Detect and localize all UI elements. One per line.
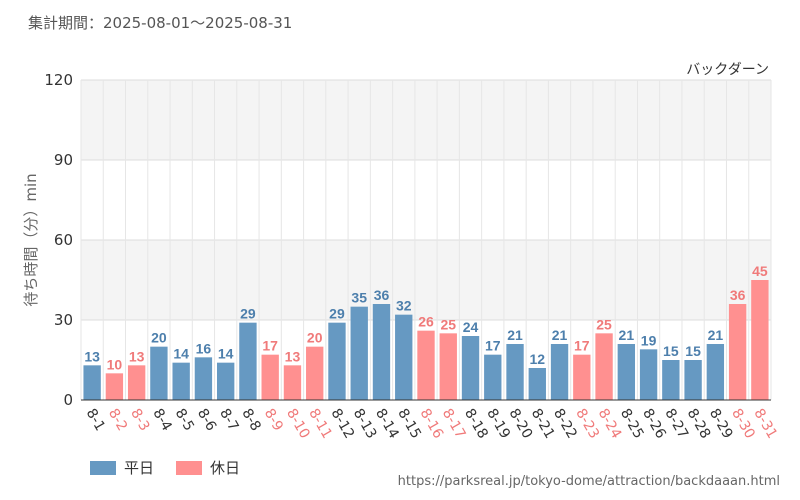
value-label-8-21: 12 bbox=[530, 351, 546, 367]
bar-8-6 bbox=[194, 357, 213, 400]
value-label-8-20: 21 bbox=[507, 327, 523, 343]
x-tick-label-8-1: 8-1 bbox=[83, 406, 108, 434]
value-label-8-11: 20 bbox=[307, 330, 323, 346]
bar-8-28 bbox=[684, 360, 702, 400]
legend-item-weekday: 平日 bbox=[90, 457, 154, 478]
value-label-8-28: 15 bbox=[685, 343, 701, 359]
bar-8-15 bbox=[395, 314, 413, 400]
source-url[interactable]: https://parksreal.jp/tokyo-dome/attracti… bbox=[397, 474, 780, 489]
value-label-8-23: 17 bbox=[574, 338, 590, 354]
bar-8-26 bbox=[639, 349, 658, 400]
value-label-8-13: 35 bbox=[351, 290, 367, 306]
value-label-8-8: 29 bbox=[240, 306, 256, 322]
legend-label-holiday: 休日 bbox=[210, 459, 241, 477]
y-tick-label: 60 bbox=[54, 231, 73, 249]
value-label-8-19: 17 bbox=[485, 338, 501, 354]
bar-8-24 bbox=[595, 333, 613, 400]
bar-8-22 bbox=[550, 344, 569, 400]
y-tick-label: 90 bbox=[54, 151, 73, 169]
value-label-8-16: 26 bbox=[418, 314, 434, 330]
bar-8-7 bbox=[216, 362, 235, 400]
bar-8-21 bbox=[528, 368, 546, 400]
bar-8-13 bbox=[350, 306, 368, 400]
value-label-8-27: 15 bbox=[663, 343, 679, 359]
plot-band bbox=[81, 160, 771, 240]
chart-title: バックダーン bbox=[686, 62, 769, 78]
value-label-8-3: 13 bbox=[129, 348, 145, 364]
bars bbox=[83, 280, 769, 400]
legend-item-holiday: 休日 bbox=[176, 457, 240, 478]
bar-8-20 bbox=[506, 344, 524, 400]
value-labels: 13 10 13 20 14 16 14 29 17 13 20 29 35 36 32 26 25 24 17 21… bbox=[84, 263, 768, 372]
value-label-8-2: 10 bbox=[107, 356, 123, 372]
legend-swatch-holiday bbox=[176, 460, 203, 475]
value-label-8-29: 21 bbox=[708, 327, 724, 343]
value-label-8-31: 45 bbox=[752, 263, 768, 279]
bar-8-5 bbox=[172, 362, 190, 400]
y-axis-label: 待ち時間（分）min bbox=[22, 173, 40, 306]
value-label-8-22: 21 bbox=[552, 327, 568, 343]
value-label-8-7: 14 bbox=[218, 346, 234, 362]
x-tick-label-8-3: 8-3 bbox=[127, 406, 152, 434]
bar-8-12 bbox=[328, 322, 346, 400]
value-label-8-5: 14 bbox=[173, 346, 189, 362]
value-label-8-14: 36 bbox=[374, 287, 390, 303]
y-tick-label: 30 bbox=[54, 311, 73, 329]
value-label-8-9: 17 bbox=[262, 338, 278, 354]
value-label-8-30: 36 bbox=[730, 287, 746, 303]
x-tick-label-8-6: 8-6 bbox=[194, 406, 219, 434]
bar-8-27 bbox=[662, 360, 680, 400]
value-label-8-1: 13 bbox=[84, 348, 100, 364]
x-tick-label-8-7: 8-7 bbox=[216, 406, 241, 434]
y-tick-label: 0 bbox=[63, 391, 73, 409]
bar-8-3 bbox=[127, 365, 146, 400]
bar-8-8 bbox=[239, 322, 257, 400]
x-tick-label-8-31: 8-31 bbox=[750, 406, 780, 442]
y-tick-label: 120 bbox=[44, 71, 73, 89]
bar-8-2 bbox=[105, 373, 124, 400]
plot-band bbox=[81, 240, 771, 320]
legend-swatch-weekday bbox=[90, 460, 116, 475]
bar-8-31 bbox=[751, 280, 769, 400]
value-label-8-15: 32 bbox=[396, 298, 412, 314]
value-label-8-25: 21 bbox=[619, 327, 635, 343]
x-tick-label-8-2: 8-2 bbox=[105, 406, 130, 434]
value-label-8-17: 25 bbox=[440, 316, 456, 332]
x-tick-label-8-5: 8-5 bbox=[172, 406, 197, 434]
x-axis-ticks: 8-18-28-38-48-58-68-78-88-98-108-118-128… bbox=[83, 406, 780, 442]
bar-8-29 bbox=[706, 344, 725, 400]
value-label-8-18: 24 bbox=[463, 319, 479, 335]
legend-label-weekday: 平日 bbox=[124, 459, 155, 477]
bar-8-9 bbox=[261, 354, 279, 400]
bar-8-18 bbox=[461, 336, 480, 400]
bar-8-25 bbox=[617, 344, 636, 400]
plot-band bbox=[81, 80, 771, 160]
value-label-8-6: 16 bbox=[196, 340, 212, 356]
value-label-8-12: 29 bbox=[329, 306, 345, 322]
value-label-8-4: 20 bbox=[151, 330, 167, 346]
x-tick-label-8-8: 8-8 bbox=[238, 406, 263, 434]
y-axis-ticks: 0 30 60 90 120 bbox=[44, 71, 73, 409]
bar-8-11 bbox=[306, 346, 324, 400]
bar-8-1 bbox=[83, 365, 101, 400]
bar-8-19 bbox=[484, 354, 502, 400]
bar-8-14 bbox=[372, 304, 391, 400]
bar-8-16 bbox=[417, 330, 435, 400]
x-tick-label-8-4: 8-4 bbox=[149, 406, 174, 434]
bar-8-4 bbox=[150, 346, 168, 400]
value-label-8-10: 13 bbox=[285, 348, 301, 364]
value-label-8-26: 19 bbox=[641, 332, 657, 348]
legend: 平日 休日 bbox=[90, 457, 262, 478]
bar-8-10 bbox=[283, 365, 302, 400]
bar-8-17 bbox=[439, 333, 457, 400]
x-tick-label-8-9: 8-9 bbox=[261, 406, 286, 434]
period-label: 集計期間：2025-08-01～2025-08-31 bbox=[28, 14, 293, 32]
bar-8-23 bbox=[573, 354, 591, 400]
bar-8-30 bbox=[728, 304, 747, 400]
value-label-8-24: 25 bbox=[596, 316, 612, 332]
